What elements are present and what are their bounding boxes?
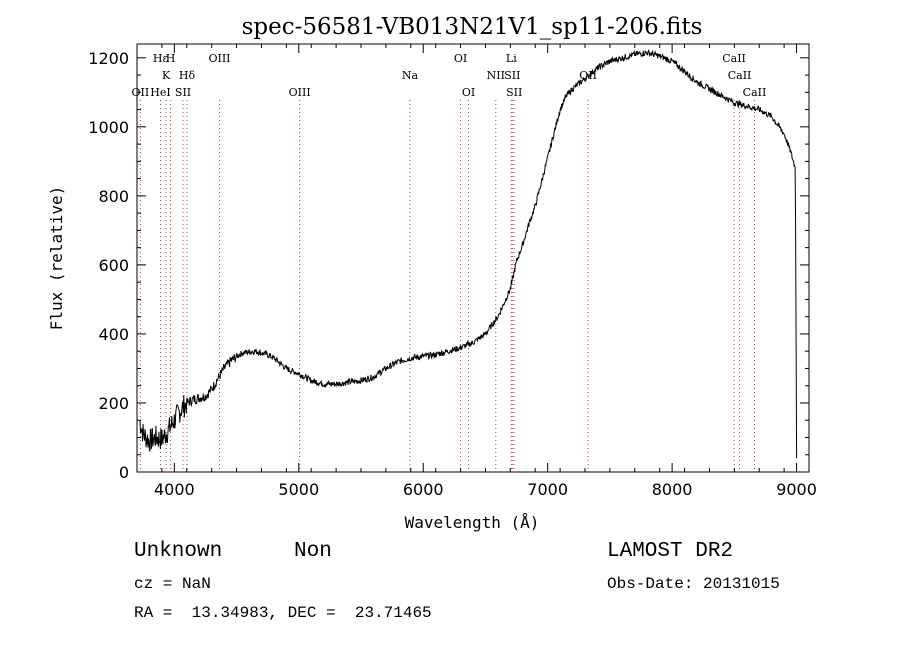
spectrum-line	[139, 49, 798, 459]
y-tick-label: 400	[98, 325, 129, 344]
y-tick-label: 800	[98, 187, 129, 206]
x-tick-label: 7000	[527, 480, 568, 499]
survey-name: LAMOST DR2	[607, 540, 734, 563]
spectral-line-label: H	[166, 52, 176, 65]
x-axis-label: Wavelength (Å)	[405, 513, 540, 532]
object-class: Unknown	[134, 540, 223, 563]
spectral-line-label: Hδ	[179, 69, 196, 82]
spectral-line-label: NII	[487, 69, 505, 82]
spectral-line-label: Hε	[153, 52, 169, 65]
x-tick-label: 6000	[403, 480, 444, 499]
object-subclass: Non	[294, 540, 332, 563]
x-tick-label: 8000	[652, 480, 693, 499]
x-tick-label: 4000	[154, 480, 195, 499]
axis-layer: 4000 5000 6000 7000 8000 9000 0 200 400 600 800 100…	[88, 44, 817, 499]
y-tick-label: 600	[98, 256, 129, 275]
y-tick-label: 1000	[88, 118, 129, 137]
plot-frame	[136, 43, 810, 473]
redshift-readout: cz = NaN	[134, 575, 211, 593]
spectral-line-label: SII	[504, 69, 520, 82]
y-tick-label: 200	[98, 394, 129, 413]
spectral-line-label: Na	[402, 69, 419, 82]
series-layer	[139, 49, 798, 459]
spectral-line-label: OIII	[208, 52, 230, 65]
chart-title: spec-56581-VB013N21V1_sp11-206.fits	[242, 14, 703, 40]
spectral-line-label: OI	[462, 86, 475, 99]
spectral-line-label: OI	[454, 52, 467, 65]
spectral-line-label: SII	[175, 86, 191, 99]
x-tick-label: 5000	[278, 480, 319, 499]
spectral-line-label: CaII	[743, 86, 767, 99]
spectral-line-label: CaII	[728, 69, 752, 82]
obs-date: Obs-Date: 20131015	[607, 575, 780, 593]
spectral-line-label: SII	[506, 86, 522, 99]
spectral-line-label: K	[162, 69, 171, 82]
x-tick-label: 9000	[776, 480, 817, 499]
spectral-line-label: OIII	[289, 86, 311, 99]
y-tick-label: 1200	[88, 49, 129, 68]
spectral-line-label: Li	[506, 52, 517, 65]
y-tick-label: 0	[119, 463, 129, 482]
y-axis-label: Flux (relative)	[47, 186, 66, 331]
coordinates: RA = 13.34983, DEC = 23.71465	[134, 604, 432, 622]
spectral-line-label: HeI	[150, 86, 170, 99]
spectral-line-label: CaII	[722, 52, 746, 65]
